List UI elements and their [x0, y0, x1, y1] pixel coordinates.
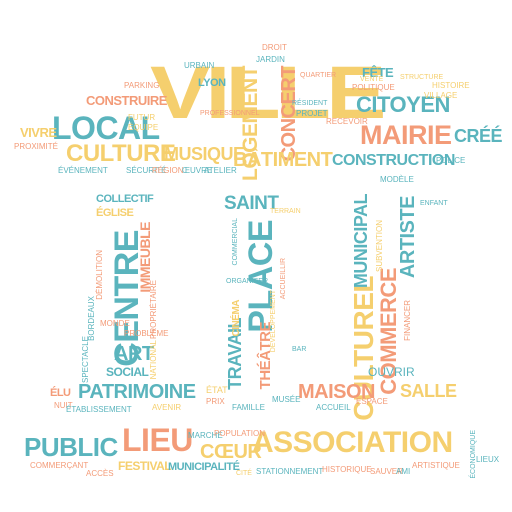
word-structure: STRUCTURE: [400, 74, 444, 81]
word-spectacle: SPECTACLE: [81, 336, 90, 383]
word-bar: BAR: [292, 346, 307, 353]
word-association: ASSOCIATION: [252, 426, 453, 459]
word-patrimoine: PATRIMOINE: [78, 381, 196, 403]
word-public: PUBLIC: [24, 432, 118, 462]
word-batiment: BÂTIMENT: [233, 149, 333, 171]
word-politique: POLITIQUE: [352, 83, 395, 92]
word-historique: HISTORIQUE: [322, 465, 372, 474]
word-parking: PARKING: [124, 81, 160, 90]
word-coeur: CŒUR: [200, 441, 262, 463]
word-collectif: COLLECTIF: [96, 193, 154, 205]
word-cite: CITÉ: [236, 470, 252, 477]
word-espace: ESPACE: [356, 397, 388, 406]
word-enfant: ENFANT: [420, 200, 448, 207]
word-histoire: HISTOIRE: [432, 81, 470, 90]
word-musique: MUSIQUE: [164, 144, 245, 164]
word-construction: CONSTRUCTION: [332, 152, 455, 169]
word-accueil: ACCUEIL: [316, 403, 351, 412]
word-nuit: NUIT: [54, 401, 73, 410]
word-festival: FESTIVAL: [118, 459, 172, 473]
word-evenement: ÉVÉNEMENT: [58, 166, 108, 175]
word-maison: MAISON: [298, 381, 376, 403]
word-artistique: ARTISTIQUE: [412, 461, 460, 470]
word-ville: VILLE: [150, 51, 386, 134]
word-commercial: COMMERCIAL: [232, 218, 239, 266]
word-sauver: SAUVER: [370, 467, 403, 476]
word-monde: MONDE: [100, 319, 130, 328]
word-developpement: DÉVELOPPEMENT: [270, 290, 277, 353]
word-avenir: AVENIR: [152, 403, 182, 412]
word-vente: VENTE: [360, 76, 384, 83]
word-eglise: ÉGLISE: [96, 207, 134, 219]
word-proximite: PROXIMITÉ: [14, 142, 59, 151]
word-police: POLICE: [436, 156, 466, 165]
word-prix: PRIX: [206, 397, 225, 406]
word-lieu: LIEU: [122, 422, 193, 458]
word-cree: CRÉÉ: [454, 126, 503, 146]
word-famille: FAMILLE: [232, 403, 265, 412]
word-musee: MUSÉE: [272, 395, 301, 404]
word-etablissement: ÉTABLISSEMENT: [66, 405, 132, 414]
word-oeuvre: ŒUVRE: [182, 166, 213, 175]
word-region: RÉGION: [152, 166, 184, 175]
word-droit: DROIT: [262, 43, 287, 52]
word-probleme: PROBLÈME: [124, 329, 169, 338]
word-demolition: DÉMOLITION: [95, 250, 104, 300]
word-saint: SAINT: [224, 193, 279, 214]
word-construire: CONSTRUIRE: [86, 93, 167, 108]
word-jardin: JARDIN: [256, 55, 285, 64]
word-resident: RÉSIDENT: [292, 100, 328, 107]
word-proprietaire: PROPRIÉTAIRE: [149, 280, 158, 339]
word-bordeaux: BORDEAUX: [87, 296, 96, 341]
word-lyon: LYON: [198, 77, 226, 89]
word-organiser: ORGANISER: [226, 278, 269, 285]
word-ouvrir: OUVRIR: [368, 365, 415, 379]
word-ami: AMI: [396, 467, 411, 476]
word-professionnel: PROFESSIONNEL: [200, 110, 260, 117]
word-lieux: LIEUX: [476, 455, 500, 464]
word-futur: FUTUR: [128, 113, 156, 122]
word-quartier: QUARTIER: [300, 72, 337, 79]
word-vivre: VIVRE: [20, 125, 57, 140]
word-municipalite: MUNICIPALITÉ: [168, 461, 240, 473]
word-fete: FÊTE: [362, 65, 394, 80]
word-elu: ÉLU: [50, 387, 71, 399]
word-stationnement: STATIONNEMENT: [256, 467, 324, 476]
word-projet: PROJET: [296, 109, 328, 118]
word-acces: ACCÈS: [86, 469, 114, 478]
word-cinema: CINÉMA: [231, 300, 242, 337]
word-modele: MODÈLE: [380, 175, 414, 184]
word-urbain: URBAIN: [184, 61, 215, 70]
word-mairie: MAIRIE: [360, 120, 452, 150]
word-local: LOCAL: [52, 110, 160, 146]
word-artiste: ARTISTE: [397, 196, 419, 279]
word-culture: CULTURE: [66, 140, 176, 167]
word-financer: FINANCER: [403, 300, 412, 341]
word-recevoir: RECEVOIR: [326, 117, 368, 126]
word-accueillir: ACCUEILLIR: [280, 258, 287, 300]
word-national: NATIONAL: [149, 340, 158, 380]
word-population: POPULATION: [214, 429, 265, 438]
word-social: SOCIAL: [106, 365, 149, 379]
word-citoyen: CITOYEN: [356, 92, 450, 117]
word-village: VILLAGE: [424, 91, 458, 100]
word-terrain: TERRAIN: [270, 208, 301, 215]
word-salle: SALLE: [400, 381, 457, 401]
word-equipe: ÉQUIPE: [128, 123, 159, 132]
word-art: ART: [114, 343, 154, 365]
word-subvention: SUBVENTION: [375, 220, 384, 273]
word-securite: SÉCURITÉ: [126, 166, 167, 175]
word-marche: MARCHÉ: [188, 431, 223, 440]
word-etat: ÉTAT: [206, 385, 228, 395]
word-commercant: COMMERÇANT: [30, 461, 89, 470]
word-municipal: MUNICIPAL: [351, 194, 371, 289]
word-atelier: ATELIER: [204, 166, 237, 175]
